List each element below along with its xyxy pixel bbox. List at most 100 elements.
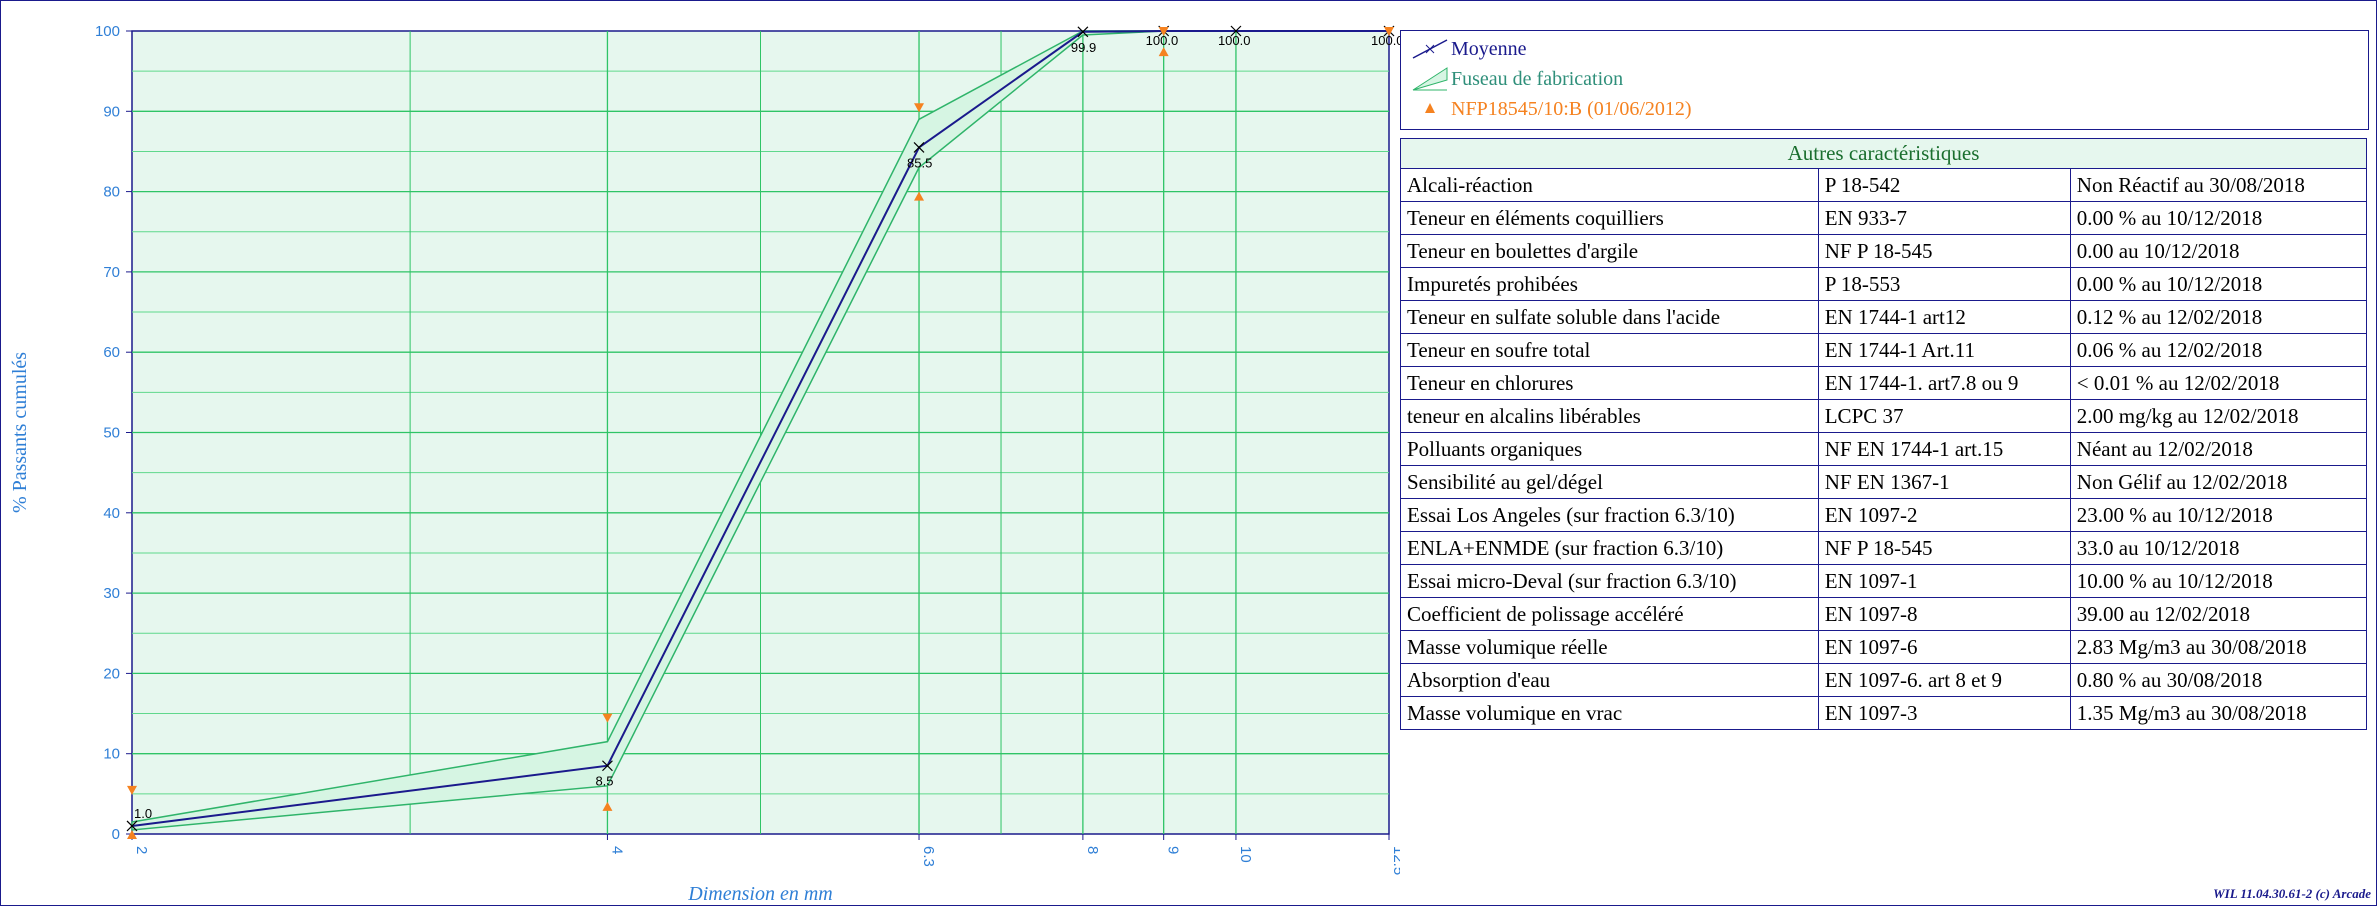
- norm-upper-marker: [1158, 27, 1169, 36]
- y-tick-label: 40: [103, 505, 120, 522]
- result-cell: 1.35 Mg/m3 au 30/08/2018: [2069, 696, 2368, 730]
- result-cell: Non Gélif au 12/02/2018: [2069, 465, 2368, 499]
- method-cell: NF P 18-545: [1817, 531, 2071, 565]
- table-row: Teneur en sulfate soluble dans l'acide EN…: [1400, 300, 2368, 334]
- result-cell: 23.00 % au 10/12/2018: [2069, 498, 2368, 532]
- property-cell: ENLA+ENMDE (sur fraction 6.3/10): [1400, 531, 1819, 565]
- result-cell: 2.00 mg/kg au 12/02/2018: [2069, 399, 2368, 433]
- x-tick-label: 4: [608, 846, 625, 854]
- data-label: 85.5: [907, 155, 932, 170]
- legend-item-norme: NFP18545/10:B (01/06/2012): [1409, 94, 1692, 124]
- y-axis-label: % Passants cumulés: [9, 352, 31, 513]
- x-tick-label: 8: [1084, 846, 1101, 854]
- table-row: Polluants organiques NF EN 1744-1 art.15 N…: [1400, 432, 2368, 466]
- result-cell: 0.80 % au 30/08/2018: [2069, 663, 2368, 697]
- x-tick-label: 2: [133, 846, 150, 854]
- y-tick-label: 30: [103, 585, 120, 602]
- y-tick-label: 90: [103, 103, 120, 120]
- property-cell: teneur en alcalins libérables: [1400, 399, 1819, 433]
- method-cell: EN 1744-1 art12: [1817, 300, 2071, 334]
- y-tick-label: 20: [103, 665, 120, 682]
- x-axis-label: Dimension en mm: [687, 883, 832, 905]
- property-cell: Masse volumique en vrac: [1400, 696, 1819, 730]
- norm-upper-marker: [602, 713, 613, 723]
- result-cell: 33.0 au 10/12/2018: [2069, 531, 2368, 565]
- x-tick-label: 10: [1237, 846, 1254, 863]
- table-row: Essai micro-Deval (sur fraction 6.3/10) E…: [1400, 564, 2368, 598]
- data-label: 100.0: [1146, 33, 1179, 48]
- method-cell: EN 1097-6: [1817, 630, 2071, 664]
- table-row: teneur en alcalins libérables LCPC 37 2.00…: [1400, 399, 2368, 433]
- method-cell: EN 1097-3: [1817, 696, 2071, 730]
- mean-marker: [913, 142, 925, 153]
- mean-point: [126, 820, 138, 832]
- mean-marker: [602, 760, 613, 772]
- table-row: Teneur en boulettes d'argile NF P 18-545 0…: [1400, 234, 2368, 268]
- method-cell: NF EN 1367-1: [1817, 465, 2071, 499]
- property-cell: Teneur en éléments coquilliers: [1400, 201, 1819, 235]
- line-marker-icon: [1409, 36, 1451, 62]
- result-cell: 10.00 % au 10/12/2018: [2069, 564, 2368, 598]
- result-cell: 39.00 au 12/02/2018: [2069, 597, 2368, 631]
- table-row: Absorption d'eau EN 1097-6. art 8 et 9 0.8…: [1400, 663, 2368, 697]
- property-cell: Teneur en boulettes d'argile: [1400, 234, 1819, 268]
- version-note: WIL 11.04.30.61-2 (c) Arcade: [2213, 886, 2371, 901]
- data-label: 100.0: [1218, 33, 1251, 48]
- result-cell: 0.12 % au 12/02/2018: [2069, 300, 2368, 334]
- table-row: Alcali-réaction P 18-542 Non Réactif au 30…: [1400, 168, 2368, 202]
- table-row: Masse volumique réelle EN 1097-6 2.83 Mg/m…: [1400, 630, 2368, 664]
- data-label: 100.0: [1371, 33, 1400, 48]
- method-cell: EN 1744-1. art7.8 ou 9: [1817, 366, 2071, 400]
- chart-legend: Moyenne Fuseau de fabrication NFP18545/1…: [1400, 30, 2369, 130]
- table-row: ENLA+ENMDE (sur fraction 6.3/10) NF P 18-…: [1400, 531, 2368, 565]
- method-cell: P 18-542: [1817, 168, 2071, 202]
- table-row: Coefficient de polissage accéléré EN 1097…: [1400, 597, 2368, 631]
- result-cell: 0.00 % au 10/12/2018: [2069, 201, 2368, 235]
- y-tick-label: 60: [103, 344, 120, 361]
- method-cell: EN 1097-1: [1817, 564, 2071, 598]
- result-cell: Non Réactif au 30/08/2018: [2069, 168, 2368, 202]
- property-cell: Impuretés prohibées: [1400, 267, 1819, 301]
- property-cell: Masse volumique réelle: [1400, 630, 1819, 664]
- x-tick-label: 6.3: [920, 846, 937, 867]
- table-row: Masse volumique en vrac EN 1097-3 1.35 Mg/…: [1400, 696, 2368, 730]
- method-cell: EN 1744-1 Art.11: [1817, 333, 2071, 367]
- method-cell: EN 933-7: [1817, 201, 2071, 235]
- method-cell: EN 1097-2: [1817, 498, 2071, 532]
- granulometry-chart: 0 10 20 30 40 50 60 70 80 90 100 2 4 6.3 8 9 10 12.5 1.0 8.…: [9, 23, 1400, 905]
- norm-lower-marker: [127, 830, 137, 839]
- property-cell: Teneur en sulfate soluble dans l'acide: [1400, 300, 1819, 334]
- triangle-icon: [1409, 96, 1451, 122]
- y-tick-label: 10: [103, 746, 120, 763]
- y-tick-label: 100: [95, 23, 120, 40]
- norm-upper-marker: [127, 785, 137, 795]
- legend-label: Moyenne: [1451, 37, 1527, 60]
- result-cell: 0.06 % au 12/02/2018: [2069, 333, 2368, 367]
- method-cell: NF EN 1744-1 art.15: [1817, 432, 2071, 466]
- y-tick-label: 80: [103, 184, 120, 201]
- table-row: Sensibilité au gel/dégel NF EN 1367-1 Non …: [1400, 465, 2368, 499]
- mean-marker: [126, 820, 138, 832]
- result-cell: Néant au 12/02/2018: [2069, 432, 2368, 466]
- result-cell: 0.00 % au 10/12/2018: [2069, 267, 2368, 301]
- data-label: 8.5: [595, 774, 613, 789]
- property-cell: Polluants organiques: [1400, 432, 1819, 466]
- characteristics-table: Autres caractéristiques Alcali-réaction P…: [1400, 138, 2368, 730]
- norm-lower-marker: [1158, 47, 1169, 57]
- method-cell: NF P 18-545: [1817, 234, 2071, 268]
- method-cell: EN 1097-6. art 8 et 9: [1817, 663, 2071, 697]
- mean-point: [602, 760, 613, 772]
- table-row: Teneur en soufre total EN 1744-1 Art.11 0.…: [1400, 333, 2368, 367]
- property-cell: Absorption d'eau: [1400, 663, 1819, 697]
- legend-label: Fuseau de fabrication: [1451, 67, 1624, 90]
- band-icon: [1409, 66, 1451, 92]
- legend-item-fuseau: Fuseau de fabrication: [1409, 64, 1623, 94]
- mean-marker: [1077, 26, 1089, 38]
- data-label: 1.0: [134, 806, 152, 821]
- data-label: 99.9: [1071, 40, 1096, 55]
- table-row: Impuretés prohibées P 18-553 0.00 % au 10/…: [1400, 267, 2368, 301]
- legend-label: NFP18545/10:B (01/06/2012): [1451, 97, 1692, 120]
- mean-point: [913, 142, 925, 153]
- method-cell: LCPC 37: [1817, 399, 2071, 433]
- x-tick-label: 12.5: [1390, 846, 1400, 875]
